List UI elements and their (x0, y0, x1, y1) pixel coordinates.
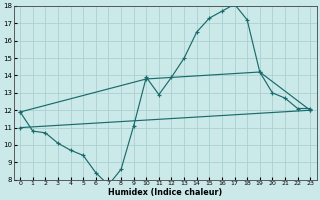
X-axis label: Humidex (Indice chaleur): Humidex (Indice chaleur) (108, 188, 222, 197)
